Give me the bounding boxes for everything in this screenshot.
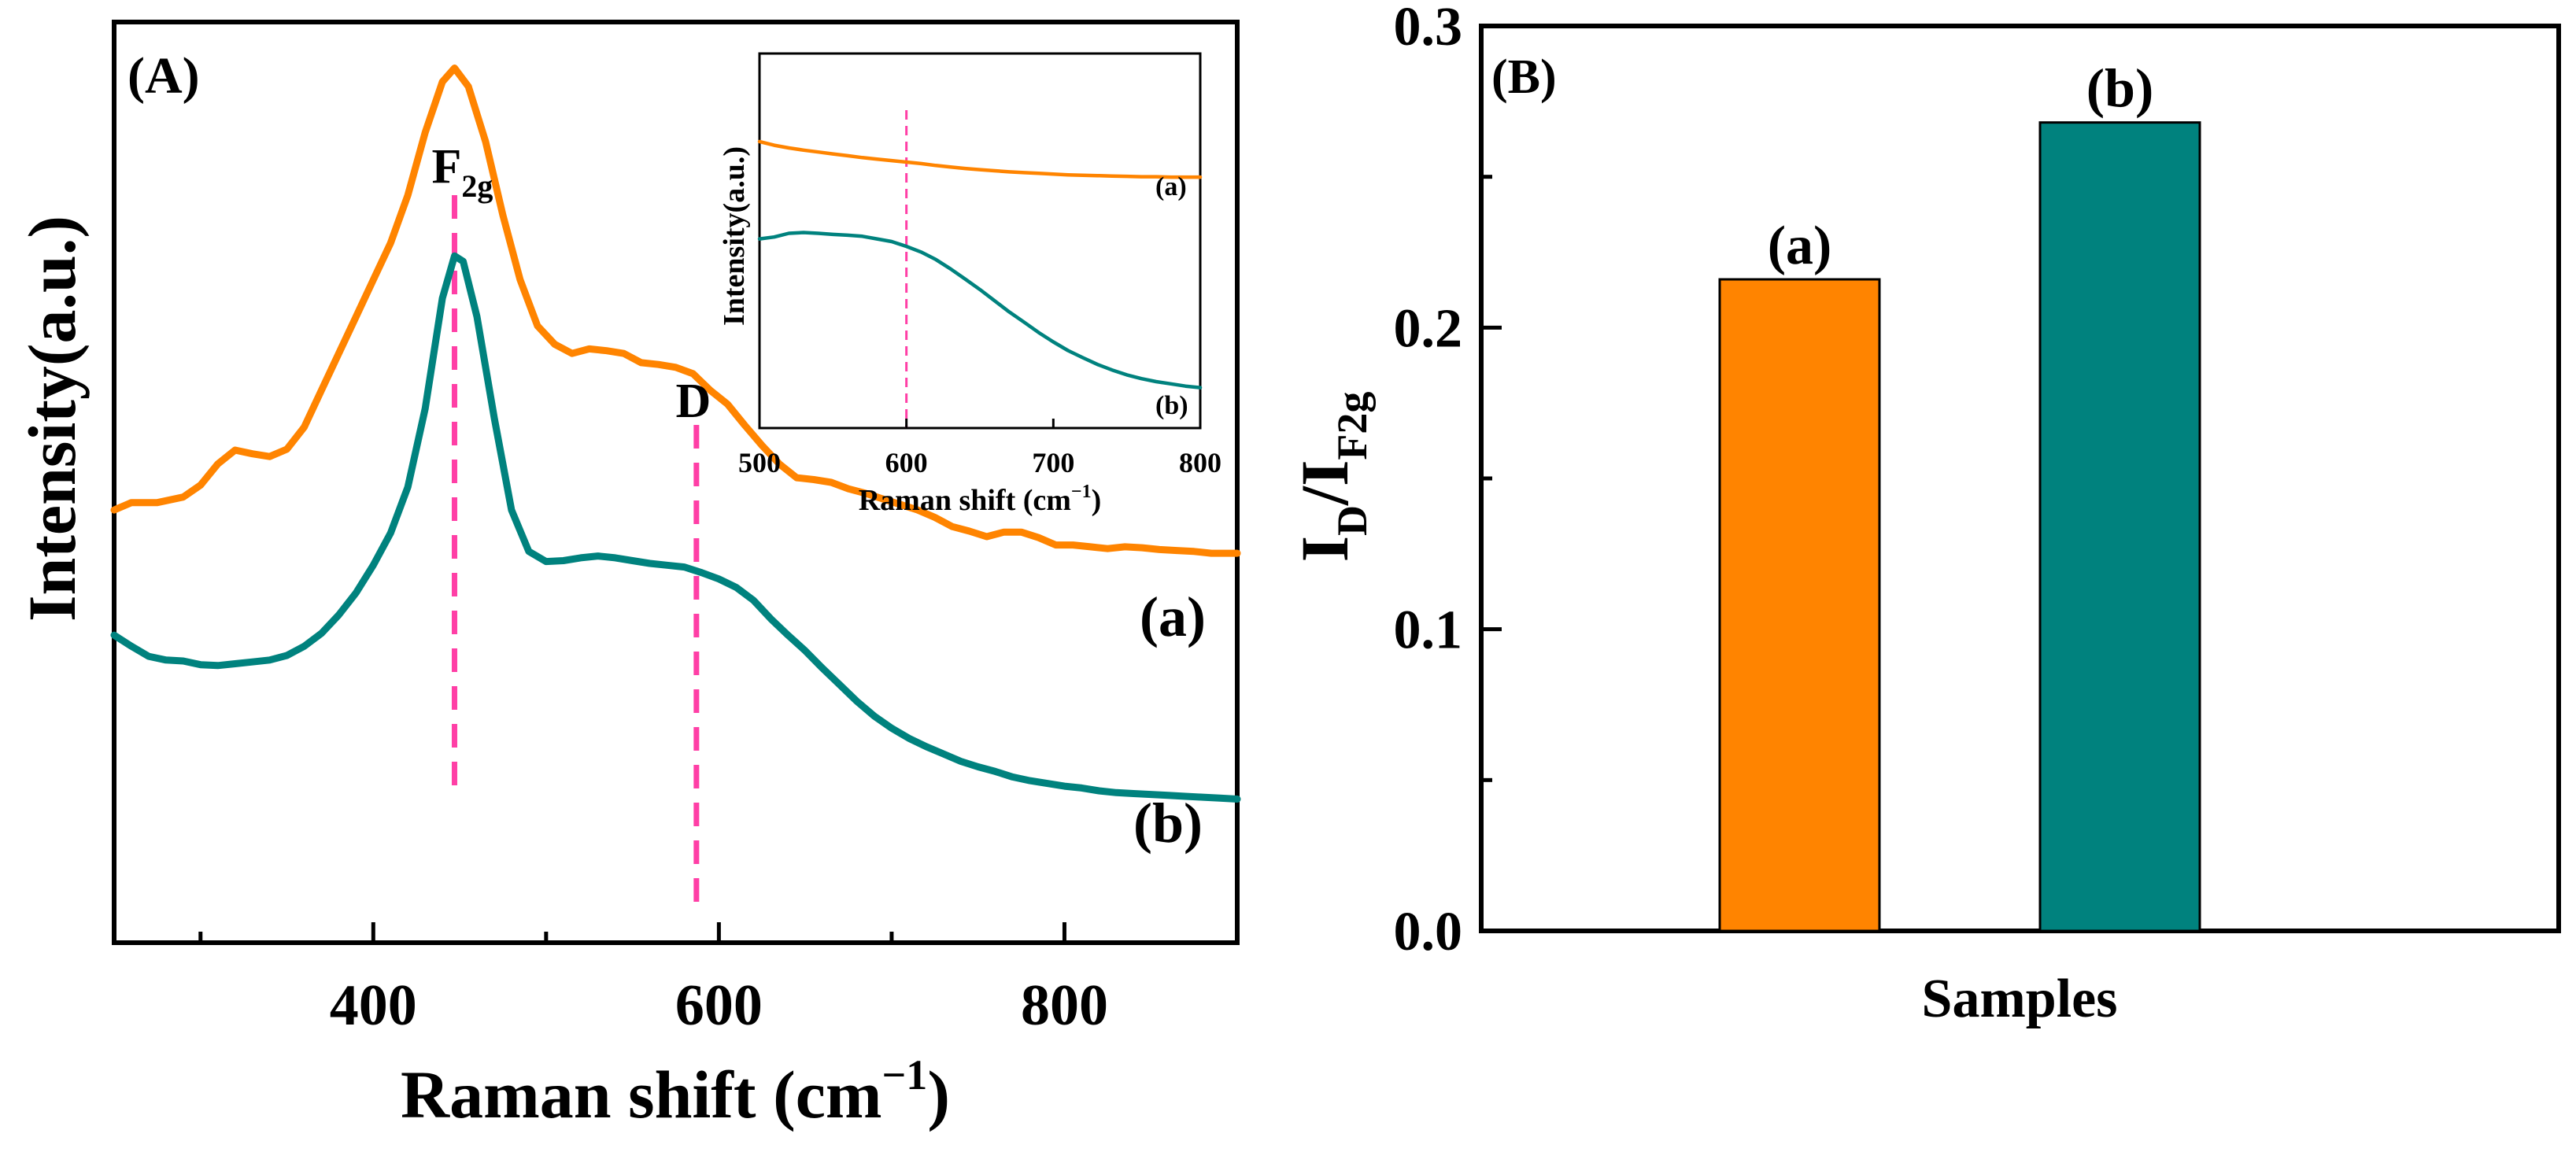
d-annotation: D	[675, 375, 711, 428]
panel-a-x-axis-label-sup: −1	[882, 1051, 928, 1098]
inset-series-a-label: (a)	[1155, 172, 1187, 201]
panel-b-bar-label: (b)	[2086, 59, 2154, 120]
inset-plot-frame	[758, 52, 1202, 430]
panel-a-x-tick-label: 600	[675, 973, 763, 1038]
inset-x-axis-label-close: )	[1092, 484, 1102, 517]
panel-b-bar-label: (a)	[1768, 216, 1832, 276]
inset-series-b-label: (b)	[1155, 391, 1188, 420]
panel-a-x-tick-label: 400	[330, 973, 417, 1038]
panel-b-y-axis-label-sub2: F2g	[1329, 392, 1376, 460]
inset-x-tick-label: 800	[1179, 447, 1221, 478]
inset-x-axis-label-sup: −1	[1071, 482, 1092, 502]
inset-background	[759, 54, 1200, 428]
panel-b-y-tick-label: 0.0	[1394, 902, 1463, 962]
panel-b-bars: (a) (b)	[1718, 59, 2201, 932]
series-b-line	[110, 252, 1241, 803]
panel-b-y-ticks: 0.0 0.1 0.2 0.3	[1394, 0, 1502, 962]
panel-a-x-axis-label: Raman shift (cm−1)	[401, 1051, 950, 1132]
panel-b-y-axis-label-sub1: D	[1329, 505, 1376, 536]
inset-x-ticks: 500 600 700 800	[738, 419, 1221, 478]
panel-a-label: (A)	[128, 47, 200, 105]
panel-a-x-ticks: 400 600 800	[198, 922, 1240, 1038]
series-a-label: (a)	[1140, 585, 1206, 648]
panel-a-x-tick-label: 800	[1021, 973, 1108, 1038]
panel-b-label: (B)	[1491, 50, 1557, 104]
panel-b: 0.0 0.1 0.2 0.3 (a) (b) (B) Samples ID/IF2g	[1287, 0, 2561, 1029]
panel-b-y-axis-label: ID/IF2g	[1287, 392, 1376, 563]
panel-b-x-axis-label: Samples	[1922, 969, 2118, 1029]
panel-a-x-axis-label-close: )	[927, 1057, 950, 1132]
panel-b-y-axis-label-i: I	[1287, 536, 1362, 562]
inset-series-a-line	[757, 139, 1203, 179]
panel-b-plot-frame	[1479, 24, 2561, 933]
panel-b-bar	[2038, 121, 2201, 932]
panel-a-plot-frame	[112, 20, 1240, 945]
inset-chart: 500 600 700 800 (a) (b) Raman shift (cm−1) …	[718, 52, 1221, 517]
inset-x-tick-label: 700	[1032, 447, 1074, 478]
panel-a-x-axis-label-main: Raman shift (cm	[401, 1057, 882, 1132]
f2g-annotation-sub: 2g	[461, 168, 493, 204]
panel-b-y-tick-label: 0.2	[1394, 298, 1463, 359]
inset-y-axis-label: Intensity(a.u.)	[718, 146, 751, 326]
panel-a-y-axis-label: Intensity(a.u.)	[14, 216, 90, 622]
inset-x-tick-label: 500	[738, 447, 781, 478]
d-annotation-base: D	[675, 375, 711, 428]
panel-a: 400 600 800 (A) F2g D (a) (b) Raman shift …	[14, 20, 1241, 1132]
inset-x-axis-label-main: Raman shift (cm	[859, 484, 1071, 517]
inset-x-tick-label: 600	[885, 447, 928, 478]
panel-b-y-tick-label: 0.3	[1394, 0, 1463, 57]
series-b-label: (b)	[1133, 792, 1203, 855]
series-a-line	[110, 65, 1241, 557]
f2g-annotation-base: F	[432, 140, 462, 194]
panel-b-y-tick-label: 0.1	[1394, 600, 1463, 661]
panel-b-bar	[1718, 278, 1881, 932]
inset-series-b-line	[757, 231, 1203, 390]
inset-x-axis-label: Raman shift (cm−1)	[859, 482, 1102, 517]
panel-b-y-axis-label-slash: /I	[1287, 460, 1362, 506]
f2g-annotation: F2g	[432, 140, 493, 204]
